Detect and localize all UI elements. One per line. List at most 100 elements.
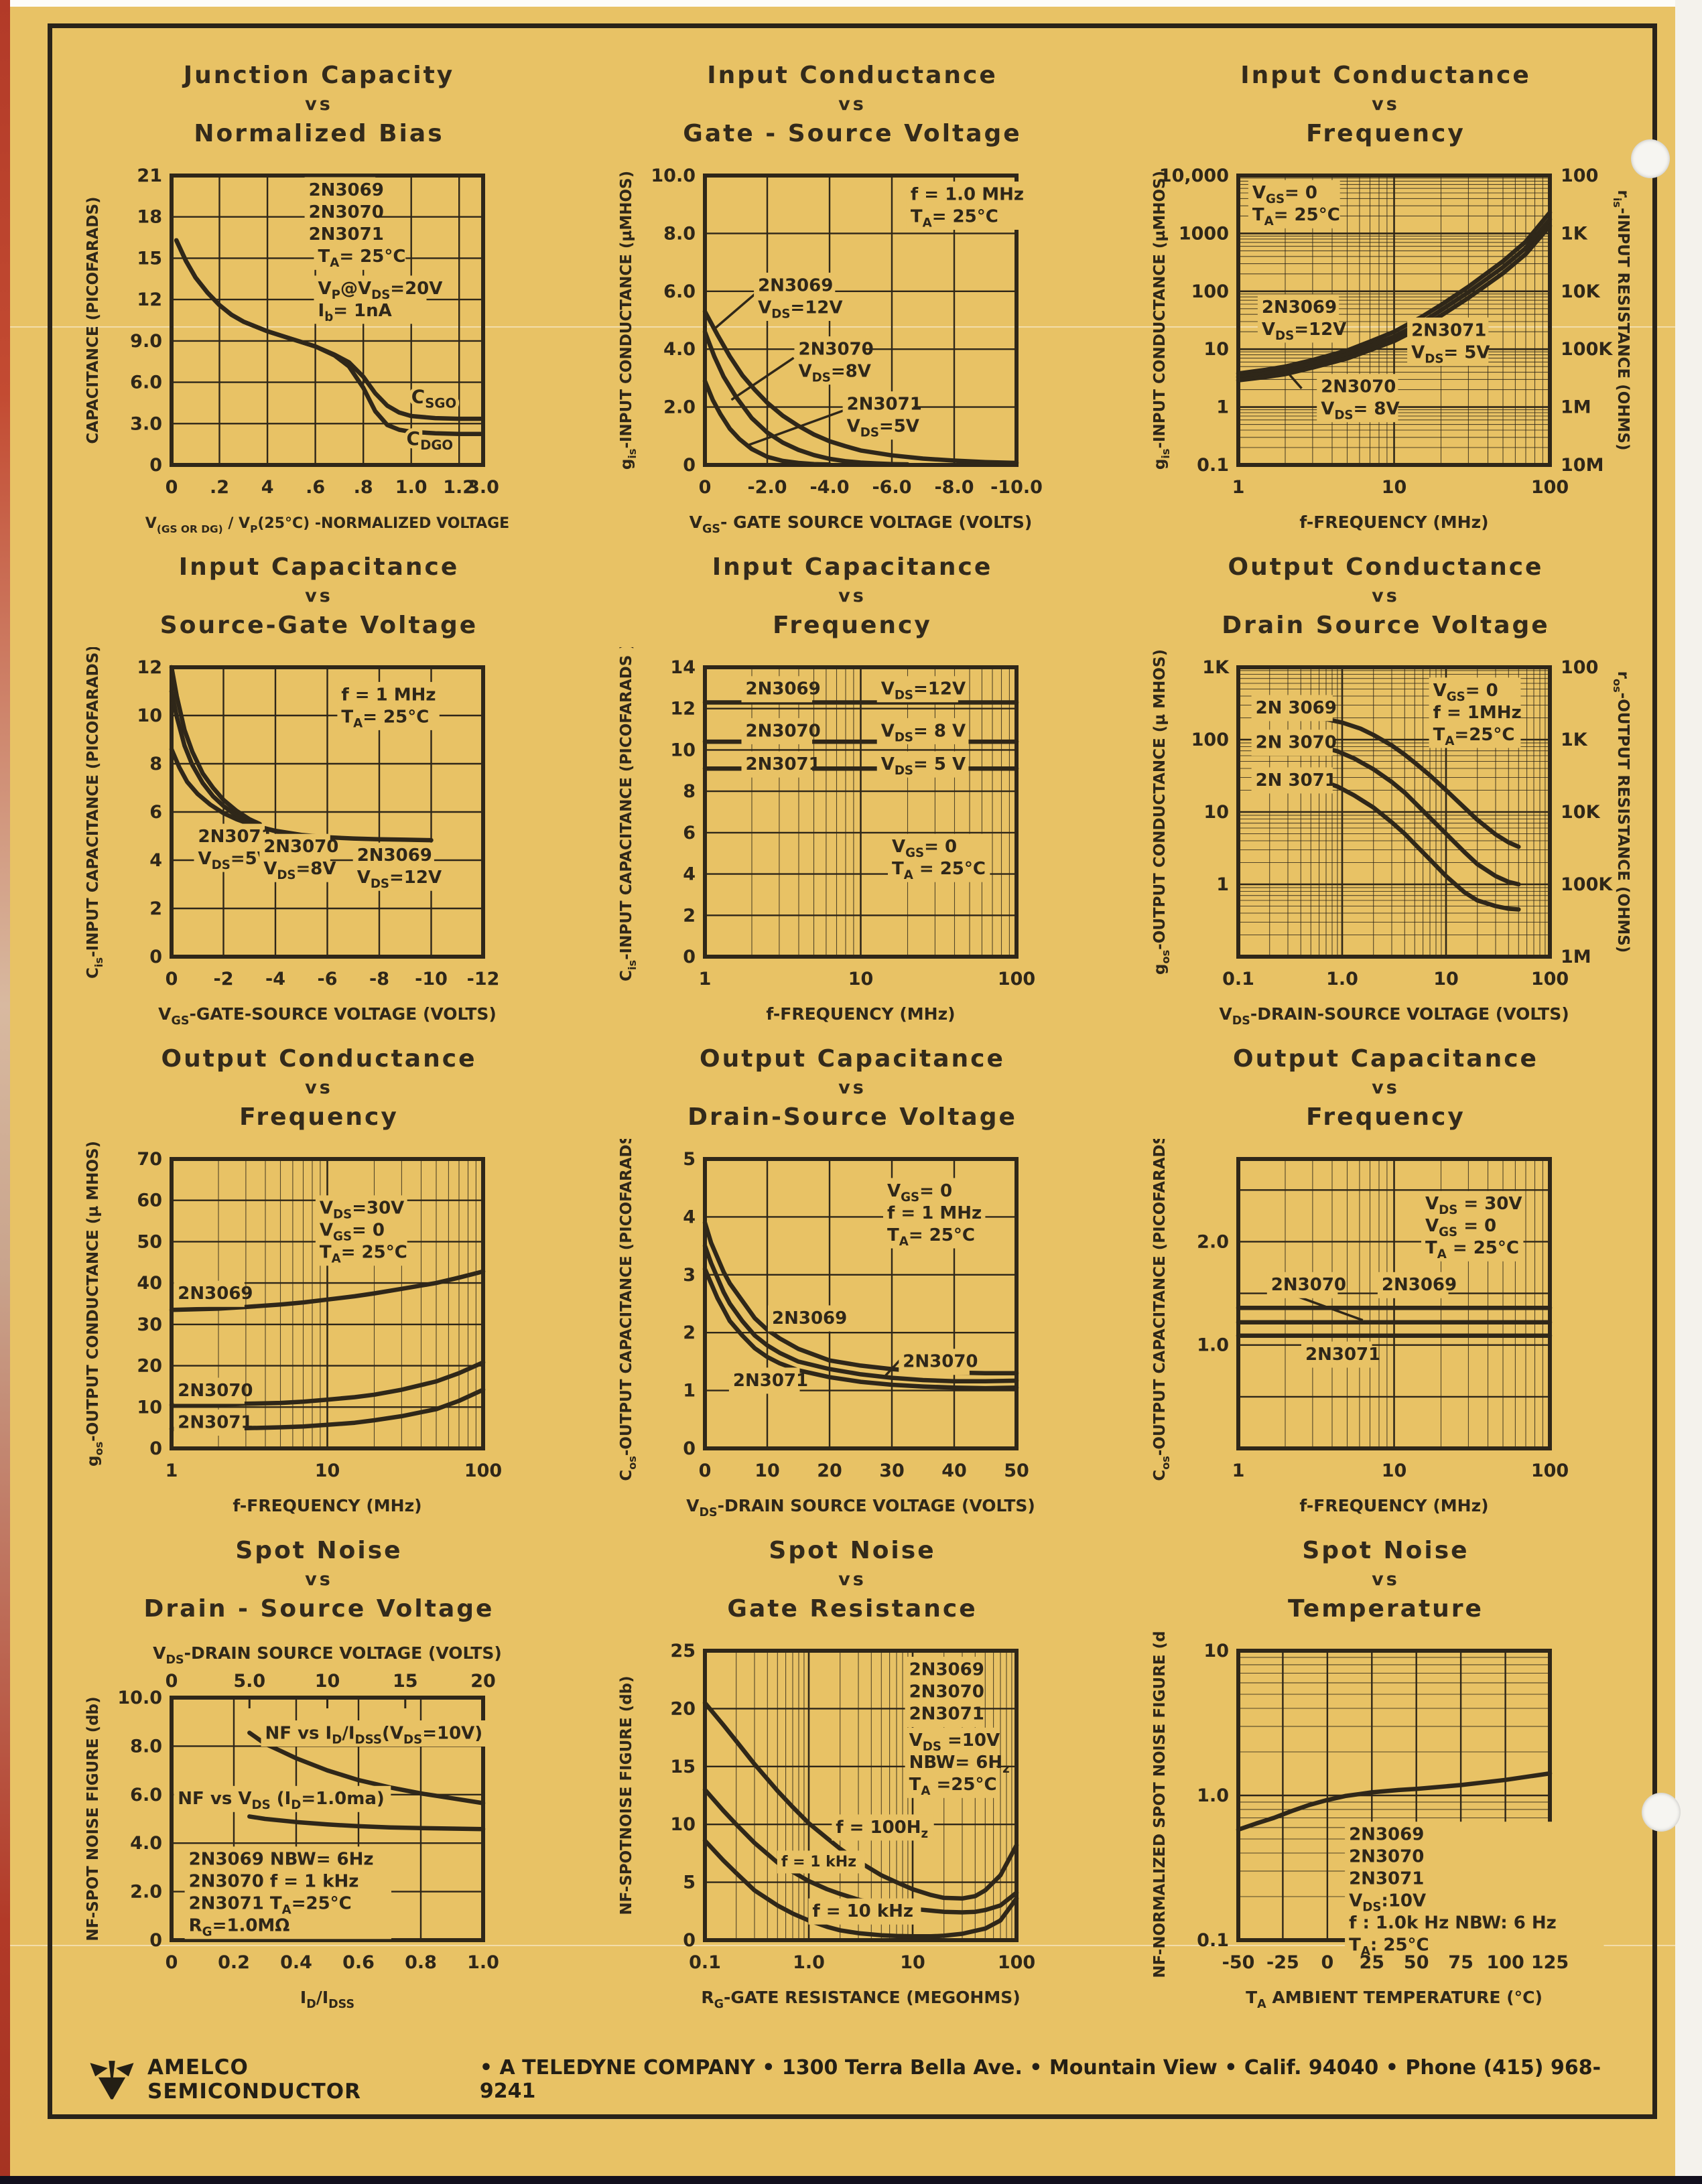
svg-text:100: 100: [1561, 657, 1598, 678]
svg-text:ris-INPUT RESISTANCE (OHMS): ris-INPUT RESISTANCE (OHMS): [1611, 190, 1632, 450]
plot-spot-noise-temperature: 2N3069 2N3070 2N3071 VDS:10V f : 1.0k Hz NBW…: [1138, 1613, 1634, 2019]
svg-text:10: 10: [670, 740, 696, 760]
svg-text:VDS-DRAIN SOURCE VOLTAGE (VO: VDS-DRAIN SOURCE VOLTAGE (VOLTS): [686, 1496, 1035, 1519]
chart-title-vs: vs: [305, 94, 333, 115]
svg-text:100: 100: [1531, 477, 1569, 498]
plot-input-capacitance-freq: 2N3069 VDS=12V 2N3070 VDS= 8 V 2N3071 VDS= 5 …: [604, 642, 1100, 1036]
svg-text:VGS= 0: VGS= 0: [1433, 681, 1498, 704]
svg-text:10: 10: [900, 1952, 925, 1973]
svg-text:f = 1MHz: f = 1MHz: [1433, 703, 1522, 723]
svg-text:gos-OUTPUT CONDUCTANCE (µ MHOS: gos-OUTPUT CONDUCTANCE (µ MHOS): [84, 1141, 105, 1466]
svg-text:9.0: 9.0: [130, 331, 162, 352]
svg-text:2N3071: 2N3071: [733, 1371, 808, 1391]
chart-cell-junction-capacity: Junction Capacity vs Normalized Bias 2N3…: [52, 60, 586, 552]
chart-cell-spot-noise-rg: Spot Noise vs Gate Resistance 2N3069 2N30…: [586, 1535, 1119, 2027]
svg-text:1K: 1K: [1202, 657, 1230, 678]
svg-text:2N3071: 2N3071: [1305, 1345, 1380, 1365]
svg-text:8: 8: [149, 754, 162, 774]
svg-text:0: 0: [683, 947, 696, 967]
svg-text:2.0: 2.0: [1197, 1231, 1229, 1252]
svg-text:0.1: 0.1: [1197, 455, 1229, 476]
chart-title-line2: Gate Resistance: [727, 1594, 978, 1623]
svg-text:2.0: 2.0: [130, 1881, 162, 1902]
chart-title-line2: Drain - Source Voltage: [143, 1594, 495, 1623]
svg-text:2N3070 f = 1 kHz: 2N3070 f = 1 kHz: [189, 1871, 359, 1891]
svg-text:30: 30: [137, 1314, 162, 1335]
footer: AMELCO SEMICONDUCTOR • A TELEDYNE COMPAN…: [87, 2055, 1652, 2104]
scan-right-edge: [1675, 0, 1702, 2184]
svg-text:100: 100: [464, 1460, 502, 1481]
page-border-frame: Junction Capacity vs Normalized Bias 2N3…: [48, 23, 1657, 2119]
svg-text:2: 2: [683, 905, 696, 926]
svg-text:2: 2: [683, 1322, 696, 1343]
chart-title-line1: Output Conductance: [161, 1045, 477, 1073]
svg-text:f = 100Hz: f = 100Hz: [836, 1818, 928, 1841]
chart-title: Output Conductance vs Frequency: [161, 1044, 477, 1132]
chart-title-vs: vs: [838, 1077, 866, 1098]
chart-title-line2: Normalized Bias: [194, 119, 444, 147]
svg-text:0: 0: [683, 455, 696, 476]
svg-text:2N3070: 2N3070: [309, 202, 384, 222]
svg-text:TA = 25°C: TA = 25°C: [1425, 1238, 1519, 1261]
svg-text:.6: .6: [306, 477, 325, 498]
svg-text:0.8: 0.8: [405, 1952, 437, 1973]
svg-text:12: 12: [137, 657, 162, 678]
svg-text:4.0: 4.0: [663, 339, 696, 360]
chart-title: Input Conductance vs Frequency: [1240, 60, 1531, 149]
svg-text:0: 0: [166, 1952, 178, 1973]
svg-text:-6.0: -6.0: [872, 477, 911, 498]
svg-text:RG-GATE RESISTANCE (MEGOHMS): RG-GATE RESISTANCE (MEGOHMS): [701, 1988, 1020, 2011]
svg-text:VDS=12V: VDS=12V: [881, 679, 966, 702]
svg-text:100: 100: [1531, 969, 1569, 989]
svg-text:f-FREQUENCY (MHz): f-FREQUENCY (MHz): [1299, 1496, 1488, 1515]
svg-text:2N3070: 2N3070: [799, 339, 874, 359]
svg-text:CSGO: CSGO: [411, 385, 456, 411]
svg-text:2N3070: 2N3070: [1271, 1275, 1346, 1295]
chart-cell-output-conductance-freq: Output Conductance vs Frequency VDS=30V V…: [52, 1044, 586, 1535]
plot-output-capacitance-freq: VDS = 30V VGS = 0 TA = 25°C 2N3070 2N3069 2N3…: [1138, 1126, 1634, 1527]
charts-grid: Junction Capacity vs Normalized Bias 2N3…: [52, 28, 1652, 2027]
chart-title: Spot Noise vs Drain - Source Voltage: [144, 1535, 495, 1624]
svg-text:VDS= 8V: VDS= 8V: [1321, 399, 1399, 422]
svg-text:100: 100: [998, 969, 1035, 989]
svg-text:2N3069: 2N3069: [758, 275, 833, 295]
svg-text:1: 1: [1216, 397, 1229, 417]
chart-title: Output Capacitance vs Drain-Source Volta…: [688, 1044, 1017, 1132]
svg-text:0: 0: [149, 455, 162, 476]
chart-title-vs: vs: [838, 94, 866, 115]
svg-text:.2: .2: [210, 477, 229, 498]
svg-text:21: 21: [137, 165, 162, 186]
svg-text:6.0: 6.0: [130, 1785, 162, 1805]
svg-text:2N3070: 2N3070: [1321, 377, 1396, 397]
svg-text:2N3069: 2N3069: [772, 1308, 847, 1328]
svg-text:0.4: 0.4: [280, 1952, 312, 1973]
svg-text:1: 1: [1232, 1460, 1245, 1481]
chart-title-line1: Input Capacitance: [712, 553, 993, 581]
svg-text:0.1: 0.1: [689, 1952, 721, 1973]
svg-text:2N3071: 2N3071: [847, 394, 922, 414]
svg-text:70: 70: [137, 1149, 162, 1170]
svg-text:10.0: 10.0: [117, 1688, 162, 1708]
svg-text:2N3071 TA=25°C: 2N3071 TA=25°C: [189, 1893, 352, 1917]
svg-text:1M: 1M: [1561, 947, 1591, 967]
svg-text:2N 3070: 2N 3070: [1256, 732, 1337, 752]
svg-text:-4.0: -4.0: [809, 477, 849, 498]
svg-text:2N3070: 2N3070: [178, 1381, 253, 1401]
svg-text:100: 100: [1191, 730, 1229, 750]
chart-cell-input-conductance-freq: Input Conductance vs Frequency VGS= 0 TA=…: [1119, 60, 1652, 552]
svg-text:10M: 10M: [1561, 455, 1603, 476]
svg-text:f-FREQUENCY (MHz): f-FREQUENCY (MHz): [233, 1496, 421, 1515]
svg-text:10.0: 10.0: [651, 165, 696, 186]
svg-text:VDS = 30V: VDS = 30V: [1425, 1194, 1522, 1217]
svg-text:TA= 25°C: TA= 25°C: [911, 206, 998, 230]
svg-text:2N3070: 2N3070: [903, 1351, 978, 1371]
svg-text:NF vs ID/IDSS(VDS=10V): NF vs ID/IDSS(VDS=10V): [265, 1723, 483, 1747]
svg-text:100: 100: [1561, 165, 1598, 186]
svg-text:2N3071: 2N3071: [1349, 1868, 1424, 1889]
svg-text:3.0: 3.0: [467, 477, 499, 498]
chart-title-vs: vs: [1372, 94, 1400, 115]
chart-cell-input-capacitance-vgs: Input Capacitance vs Source-Gate Voltage…: [52, 552, 586, 1044]
svg-text:1: 1: [699, 969, 712, 989]
svg-text:2N3069 NBW= 6Hz: 2N3069 NBW= 6Hz: [189, 1849, 374, 1869]
